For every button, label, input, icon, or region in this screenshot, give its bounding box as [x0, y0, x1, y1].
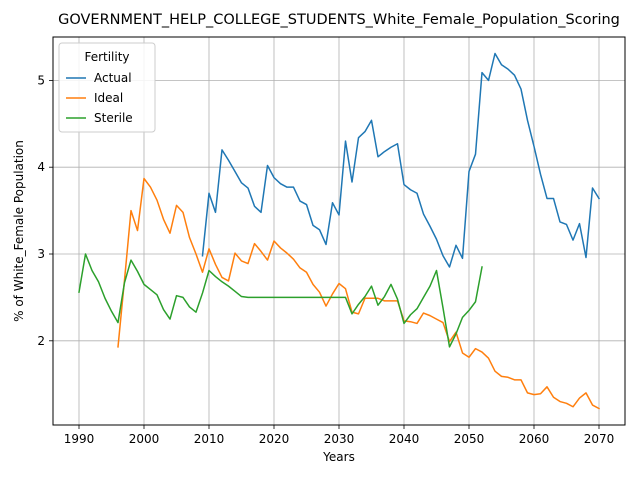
legend-label-actual: Actual	[94, 71, 132, 85]
y-tick-label-3: 3	[37, 247, 45, 261]
x-tick-label-1990: 1990	[64, 432, 95, 446]
series-layer	[78, 52, 601, 410]
x-tick-label-2020: 2020	[259, 432, 290, 446]
x-axis-label: Years	[322, 450, 355, 464]
legend: Fertility Actual Ideal Sterile	[58, 42, 156, 133]
x-tick-label-2060: 2060	[519, 432, 550, 446]
y-tick-label-5: 5	[37, 73, 45, 87]
legend-box	[58, 42, 156, 133]
legend-label-sterile: Sterile	[94, 111, 133, 125]
x-tick-label-2070: 2070	[584, 432, 615, 446]
x-tick-label-2000: 2000	[129, 432, 160, 446]
x-tick-label-2010: 2010	[194, 432, 225, 446]
series-line-sterile	[78, 253, 483, 348]
chart-title: GOVERNMENT_HELP_COLLEGE_STUDENTS_White_F…	[58, 12, 620, 28]
y-tick-label-2: 2	[37, 334, 45, 348]
legend-entries: Actual Ideal Sterile	[66, 71, 133, 125]
x-tick-label-2050: 2050	[454, 432, 485, 446]
y-tick-label-4: 4	[37, 160, 45, 174]
legend-title: Fertility	[84, 50, 129, 64]
series-line-actual	[201, 52, 601, 268]
y-axis-label: % of White_Female Population	[12, 140, 26, 322]
x-tick-label-2030: 2030	[324, 432, 355, 446]
x-axis-ticks: 1990 2000 2010 2020 2030 2040 2050 2060 2070	[64, 425, 615, 446]
x-tick-label-2040: 2040	[389, 432, 420, 446]
y-axis-ticks: 2 3 4 5	[37, 73, 53, 348]
grid-lines	[53, 37, 625, 425]
legend-label-ideal: Ideal	[94, 91, 123, 105]
series-line-ideal	[117, 177, 601, 410]
